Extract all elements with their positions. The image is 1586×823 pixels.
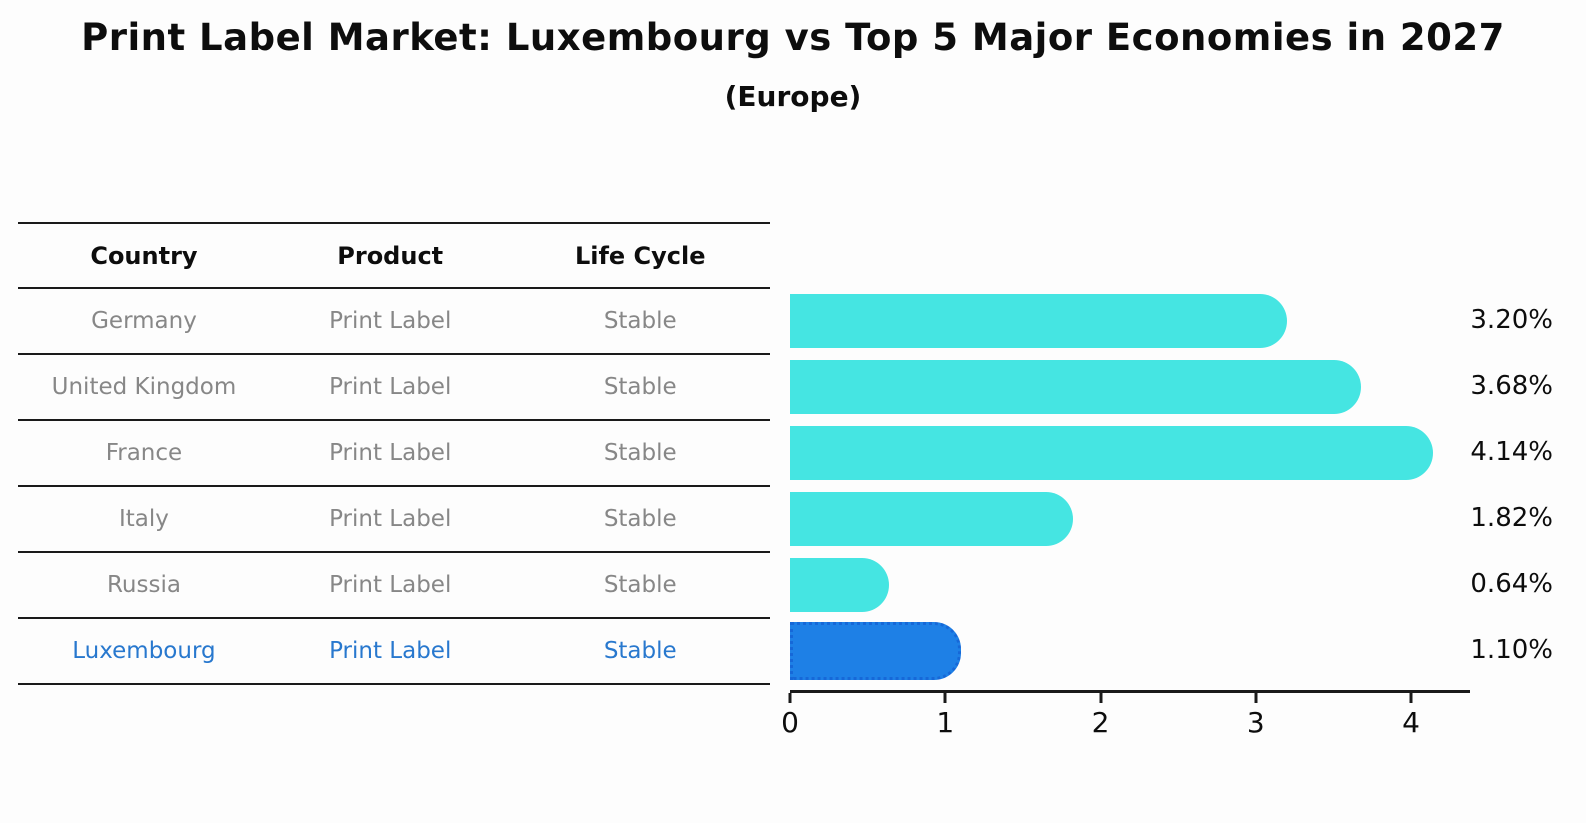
country-table: Country Product Life Cycle Germany Print…	[18, 222, 770, 685]
cell-product: Print Label	[329, 506, 452, 532]
bar-row-france	[790, 419, 1470, 485]
bar-row-russia	[790, 551, 1470, 617]
cell-country: Luxembourg	[72, 638, 216, 664]
x-tick-mark	[943, 693, 947, 703]
bar-france	[790, 426, 1433, 480]
x-tick-label: 1	[936, 706, 955, 739]
cell-product: Print Label	[329, 572, 452, 598]
x-tick-label: 4	[1402, 706, 1420, 739]
cell-product: Print Label	[329, 374, 452, 400]
table-header-row: Country Product Life Cycle	[18, 224, 770, 289]
table-row-russia: Russia Print Label Stable	[18, 553, 770, 619]
table-row-luxembourg: Luxembourg Print Label Stable	[18, 619, 770, 685]
x-tick-label: 0	[781, 706, 799, 739]
cell-product: Print Label	[329, 440, 452, 466]
cell-country: Russia	[106, 572, 181, 598]
table-row-france: France Print Label Stable	[18, 421, 770, 487]
chart-subtitle: (Europe)	[724, 80, 862, 113]
x-tick-label: 2	[1091, 706, 1110, 739]
cell-country: United Kingdom	[51, 374, 237, 400]
bar-luxembourg	[790, 622, 961, 680]
cell-life-cycle: Stable	[603, 638, 677, 664]
x-tick-mark	[788, 693, 792, 703]
value-label-italy: 1.82%	[1470, 503, 1553, 533]
chart-title: Print Label Market: Luxembourg vs Top 5 …	[81, 16, 1505, 59]
bar-row-germany	[790, 287, 1470, 353]
column-header-product: Product	[337, 241, 444, 270]
value-label-russia: 0.64%	[1470, 569, 1553, 599]
cell-product: Print Label	[329, 638, 452, 664]
bar-united-kingdom	[790, 360, 1362, 414]
column-header-country: Country	[90, 241, 198, 270]
table-row-united-kingdom: United Kingdom Print Label Stable	[18, 355, 770, 421]
cell-life-cycle: Stable	[603, 440, 677, 466]
table-row-italy: Italy Print Label Stable	[18, 487, 770, 553]
value-label-united-kingdom: 3.68%	[1470, 371, 1553, 401]
cell-product: Print Label	[329, 308, 452, 334]
cell-country: Italy	[119, 506, 169, 532]
cell-country: Germany	[91, 308, 197, 334]
cell-life-cycle: Stable	[603, 374, 677, 400]
bar-row-luxembourg	[790, 617, 1470, 683]
x-axis-line	[790, 690, 1470, 693]
x-tick-label: 3	[1246, 706, 1265, 739]
bar-italy	[790, 492, 1073, 546]
bar-row-italy	[790, 485, 1470, 551]
table-row-germany: Germany Print Label Stable	[18, 289, 770, 355]
bar-chart: 3.20% 3.68% 4.14% 1.82% 0.64% 1.10% 0 1 …	[781, 287, 1553, 767]
bar-russia	[790, 558, 890, 612]
bar-row-united-kingdom	[790, 353, 1470, 419]
value-label-france: 4.14%	[1470, 437, 1553, 467]
x-tick-mark	[1254, 693, 1258, 703]
x-tick-mark	[1409, 693, 1413, 703]
cell-country: France	[105, 440, 183, 466]
value-label-luxembourg: 1.10%	[1470, 635, 1553, 665]
x-tick-mark	[1099, 693, 1102, 703]
cell-life-cycle: Stable	[603, 308, 677, 334]
cell-life-cycle: Stable	[603, 572, 677, 598]
cell-life-cycle: Stable	[603, 506, 677, 532]
bar-germany	[790, 294, 1287, 348]
column-header-life-cycle: Life Cycle	[574, 241, 706, 270]
value-label-germany: 3.20%	[1470, 305, 1553, 335]
